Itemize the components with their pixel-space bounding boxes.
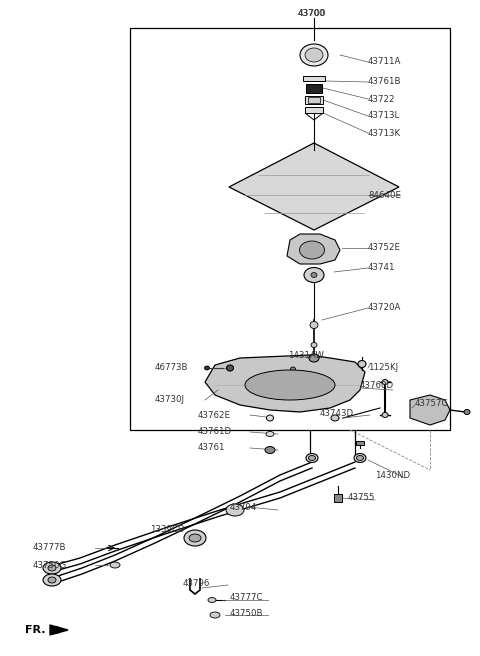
Text: 1339CD: 1339CD — [150, 525, 184, 535]
Ellipse shape — [208, 598, 216, 602]
Text: 43761D: 43761D — [198, 428, 232, 436]
Polygon shape — [229, 143, 399, 230]
Text: 43750B: 43750B — [230, 609, 264, 617]
Ellipse shape — [309, 455, 315, 461]
Ellipse shape — [354, 453, 366, 462]
FancyBboxPatch shape — [308, 97, 320, 103]
Ellipse shape — [304, 268, 324, 283]
Text: 43700: 43700 — [298, 9, 325, 18]
Ellipse shape — [210, 612, 220, 618]
FancyBboxPatch shape — [303, 76, 325, 81]
Text: 43722: 43722 — [368, 94, 396, 104]
Text: 1125KJ: 1125KJ — [368, 363, 398, 373]
Text: 43760D: 43760D — [360, 380, 394, 390]
Ellipse shape — [43, 574, 61, 586]
Ellipse shape — [310, 321, 318, 329]
Ellipse shape — [382, 413, 388, 417]
Ellipse shape — [306, 453, 318, 462]
Ellipse shape — [227, 365, 233, 371]
Ellipse shape — [358, 361, 366, 367]
Ellipse shape — [464, 409, 470, 415]
Text: 43713K: 43713K — [368, 129, 401, 138]
FancyBboxPatch shape — [334, 494, 342, 502]
Ellipse shape — [189, 534, 201, 542]
FancyBboxPatch shape — [305, 96, 323, 104]
FancyBboxPatch shape — [305, 107, 323, 113]
Text: FR.: FR. — [25, 625, 46, 635]
Text: 43761: 43761 — [198, 443, 226, 453]
Text: 43761B: 43761B — [368, 77, 401, 87]
FancyBboxPatch shape — [356, 441, 364, 445]
Text: 43713L: 43713L — [368, 112, 400, 121]
Ellipse shape — [357, 455, 363, 461]
Text: 43711A: 43711A — [368, 58, 401, 66]
Text: 84640E: 84640E — [368, 190, 401, 199]
Ellipse shape — [110, 562, 120, 568]
Ellipse shape — [305, 48, 323, 62]
Text: 46773B: 46773B — [155, 363, 189, 373]
Ellipse shape — [331, 415, 339, 421]
Polygon shape — [410, 395, 450, 425]
Ellipse shape — [245, 370, 335, 400]
Polygon shape — [287, 234, 340, 264]
Ellipse shape — [266, 432, 274, 436]
Ellipse shape — [311, 272, 317, 277]
Ellipse shape — [311, 342, 317, 348]
Ellipse shape — [300, 241, 324, 259]
Text: 1431AW: 1431AW — [288, 352, 324, 361]
Text: 43794: 43794 — [230, 504, 257, 512]
Text: 43777C: 43777C — [230, 594, 264, 602]
Polygon shape — [205, 355, 365, 412]
Ellipse shape — [382, 380, 388, 384]
Ellipse shape — [300, 44, 328, 66]
Ellipse shape — [265, 447, 275, 453]
Text: 43741: 43741 — [368, 264, 396, 272]
Ellipse shape — [48, 577, 56, 583]
Ellipse shape — [43, 562, 61, 574]
FancyBboxPatch shape — [306, 84, 322, 93]
Ellipse shape — [48, 565, 56, 571]
Text: 43796: 43796 — [183, 579, 210, 588]
Ellipse shape — [290, 367, 296, 371]
Ellipse shape — [309, 354, 319, 362]
Text: 43750G: 43750G — [33, 560, 67, 569]
Ellipse shape — [226, 504, 244, 516]
Polygon shape — [50, 625, 68, 635]
Text: 43757C: 43757C — [415, 398, 448, 407]
Text: 43752E: 43752E — [368, 243, 401, 253]
Text: 43743D: 43743D — [320, 409, 354, 417]
Text: 43720A: 43720A — [368, 304, 401, 312]
Text: 1430ND: 1430ND — [375, 470, 410, 480]
Text: 43762E: 43762E — [198, 411, 231, 419]
Ellipse shape — [184, 530, 206, 546]
Text: 43755: 43755 — [348, 493, 375, 502]
Text: 43700: 43700 — [298, 9, 326, 18]
Ellipse shape — [266, 415, 274, 421]
Text: 43730J: 43730J — [155, 396, 185, 405]
Text: 43777B: 43777B — [33, 544, 67, 552]
Ellipse shape — [204, 366, 209, 370]
